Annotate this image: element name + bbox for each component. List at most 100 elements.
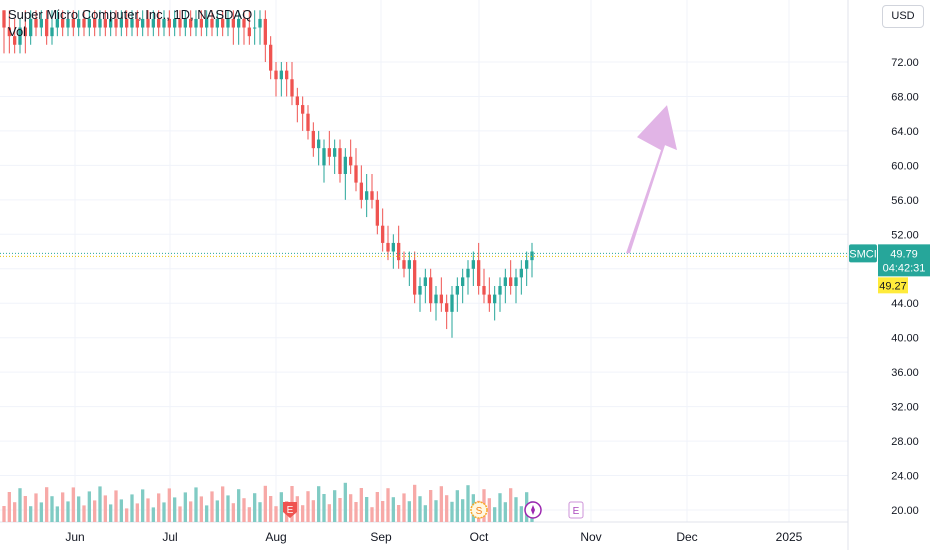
candle-body [45,18,49,37]
price-candles [2,10,534,338]
volume-bar [173,497,177,522]
upcoming-earnings-icon [568,501,584,519]
volume-bar [141,489,145,522]
time-tick-label: Jul [162,530,177,544]
earnings-marker-icon [283,502,297,518]
time-tick-label: 2025 [776,530,803,544]
candle-body [23,27,27,37]
volume-bar [381,501,385,522]
volume-bar [167,488,171,522]
candle-body [349,156,353,166]
dividend-marker-icon [470,501,488,519]
candle-body [413,260,417,295]
candle-body [322,148,326,166]
volume-bar [183,492,187,522]
symbol-badge [849,244,877,263]
volume-bar [509,488,513,522]
candle-body [103,18,107,28]
volume-bar [237,489,241,522]
volume-bar [114,490,118,522]
volume-bar [87,491,91,522]
event-diamond-icon [531,505,535,515]
volume-bar [66,501,70,522]
candle-body [418,286,422,295]
candle-body [429,277,433,304]
volume-bar [109,504,113,522]
volume-bar [429,490,433,522]
candle-body [391,242,395,252]
candle-body [146,18,150,28]
volume-bar [7,492,11,522]
volume-bar [338,498,342,522]
candle-body [29,18,33,37]
candle-body [386,242,390,252]
volume-bar [205,505,209,522]
candle-body [503,277,507,286]
candle-body [525,260,529,269]
candle-body [55,18,59,28]
volume-bar [439,486,443,522]
candle-body [221,18,225,28]
volume-bar [50,496,54,522]
prev-close-text: 49.27 [879,280,907,292]
candle-body [498,286,502,295]
volume-bar [77,496,81,522]
candle-body [50,27,54,37]
candle-body [455,286,459,295]
candle-body [306,113,310,131]
chart-title: Super Micro Computer, Inc., 1D, NASDAQ [8,7,253,22]
candle-body [258,18,262,28]
candle-body [109,18,113,28]
time-tick-label: Aug [265,530,286,544]
volume-legend: Vol [8,24,27,39]
time-axis[interactable]: Jun Jul Aug Sep Oct Nov Dec 2025 [65,530,802,544]
volume-bar [354,502,358,522]
prev-close-badge [878,277,908,294]
volume-bar [423,505,427,522]
volume-bar [386,488,390,522]
candle-body [301,105,305,114]
candle-body [263,18,267,45]
volume-bar [125,508,129,522]
volume-bar [55,506,59,522]
volume-bar [34,493,38,522]
candle-body [285,70,289,80]
price-tick-label: 64.00 [891,126,919,138]
currency-button[interactable]: USD [882,5,924,28]
volume-bar [359,488,363,522]
volume-bar [343,482,347,522]
volume-bar [333,490,337,522]
volume-bar [322,494,326,522]
volume-bar [311,500,315,522]
volume-bar [397,505,401,522]
candle-body [13,36,17,45]
countdown-text: 04:42:31 [883,262,926,274]
price-scale[interactable]: 72.0068.0064.0060.0056.0052.0048.0044.00… [849,57,930,517]
volume-bar [461,499,465,522]
candle-body [242,18,246,28]
upcoming-earnings-text: E [573,506,580,517]
annotation-arrow-icon [626,105,677,254]
time-tick-label: Dec [676,530,697,544]
candle-body [167,18,171,28]
candle-body [338,148,342,174]
volume-bar [402,493,406,522]
volume-bar [146,498,150,522]
volume-bar [407,501,411,522]
symbol-badge-text: SMCI [849,248,877,260]
price-tick-label: 40.00 [891,333,919,345]
volume-bar [29,506,33,522]
candle-body [253,27,257,29]
candle-body [93,18,97,28]
time-tick-label: Oct [470,530,489,544]
candle-body [173,18,177,28]
volume-bar [413,484,417,522]
candle-body [71,18,75,28]
volume-bar [178,506,182,522]
candle-body [354,165,358,183]
volume-bar [391,497,395,522]
candle-body [279,70,283,80]
